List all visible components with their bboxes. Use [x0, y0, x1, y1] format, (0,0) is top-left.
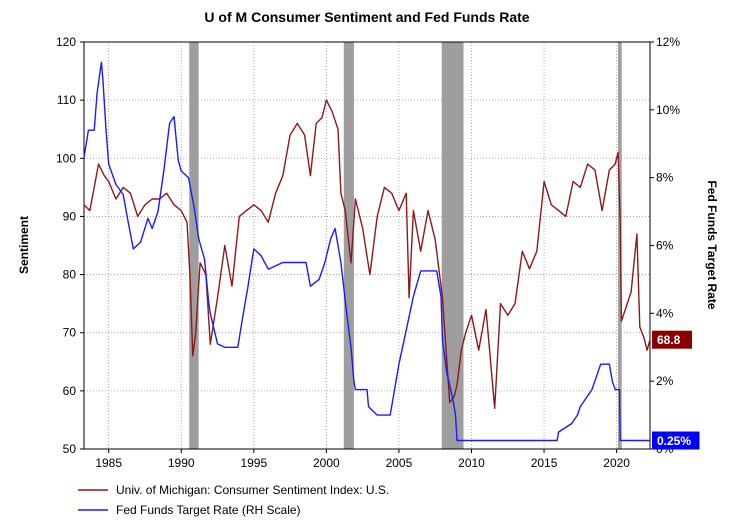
y-left-tick-label-4: 90: [63, 209, 77, 223]
y-axis-label-left: Sentiment: [17, 216, 31, 274]
x-tick-label-1: 1990: [168, 456, 195, 470]
plot-frame: [83, 41, 651, 450]
legend-label-sentiment: Univ. of Michigan: Consumer Sentiment In…: [116, 483, 389, 497]
y-right-tick-label-4: 8%: [656, 171, 674, 185]
end-label-box-0: [652, 330, 692, 349]
legend-label-fed-funds: Fed Funds Target Rate (RH Scale): [116, 503, 301, 517]
sentiment-end-value: 68.8: [657, 333, 681, 347]
y-axis-label-right: Fed Funds Target Rate: [705, 180, 719, 309]
x-tick-label-4: 2005: [386, 456, 413, 470]
x-tick-label-7: 2020: [603, 456, 630, 470]
x-tick-label-5: 2010: [458, 456, 485, 470]
x-tick-label-0: 1985: [95, 456, 122, 470]
y-left-tick-label-1: 60: [63, 384, 77, 398]
y-right-tick-label-2: 4%: [656, 306, 674, 320]
y-right-tick-label-1: 2%: [656, 374, 674, 388]
y-right-tick-label-6: 12%: [656, 35, 680, 49]
series-lines: [83, 61, 651, 442]
y-right-tick-label-5: 10%: [656, 103, 680, 117]
y-left-tick-label-3: 80: [63, 268, 77, 282]
fed-funds-line: [83, 61, 650, 442]
y-left-tick-label-0: 50: [63, 442, 77, 456]
recession-band-0: [189, 42, 199, 449]
x-tick-label-3: 2000: [313, 456, 340, 470]
x-tick-label-2: 1995: [240, 456, 267, 470]
end-value-labels: 68.8 0.25%: [652, 330, 700, 450]
axis-ticks: 1985 1990 1995 2000 2005 2010 2015 2020 50 60 70 80…: [56, 35, 680, 470]
recession-band-2: [441, 42, 464, 449]
y-left-tick-label-5: 100: [56, 151, 76, 165]
sentiment-line: [83, 99, 651, 409]
y-left-tick-label-7: 120: [56, 35, 76, 49]
fed-funds-end-value: 0.25%: [657, 434, 691, 448]
y-right-tick-label-3: 6%: [656, 239, 674, 253]
chart-title: U of M Consumer Sentiment and Fed Funds …: [204, 9, 529, 25]
end-label-box-1: [652, 431, 700, 450]
y-left-tick-label-6: 110: [57, 93, 76, 107]
gridlines: [84, 42, 650, 449]
y-left-tick-label-2: 70: [63, 326, 77, 340]
legend: Univ. of Michigan: Consumer Sentiment In…: [78, 483, 389, 517]
x-tick-label-6: 2015: [531, 456, 558, 470]
